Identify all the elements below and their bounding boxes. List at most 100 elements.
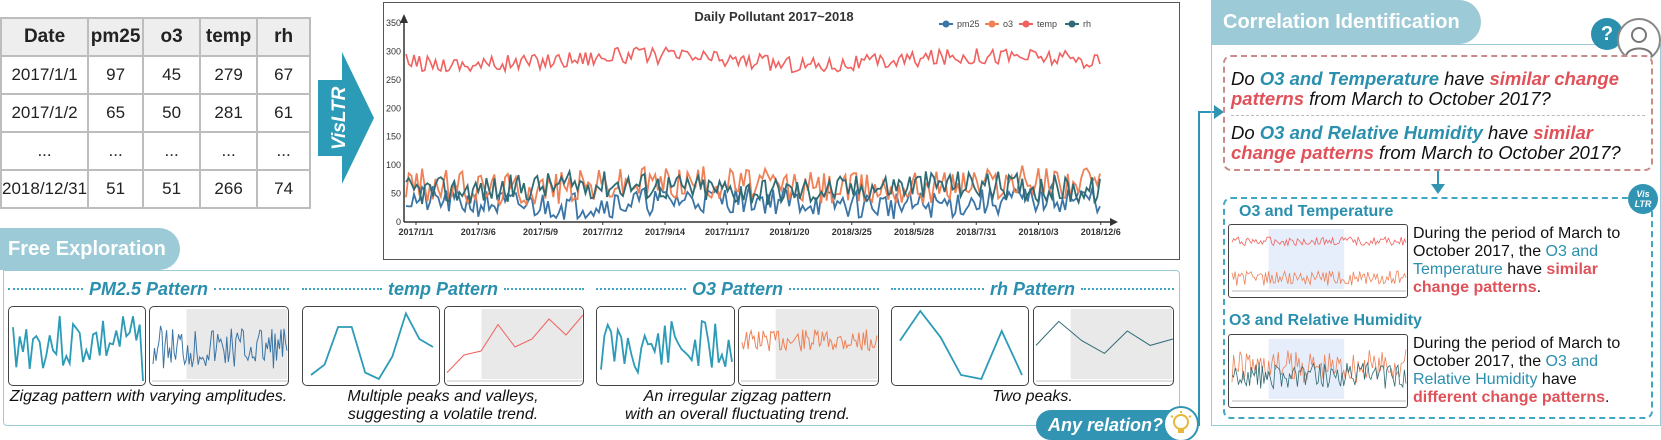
table-cell: 50 xyxy=(142,93,202,133)
pattern-thumb-chart[interactable] xyxy=(738,306,879,386)
series-group xyxy=(405,45,1101,221)
pattern-o3: O3 Pattern An irregular zigzag pattern wi… xyxy=(596,276,879,426)
visltr-badge: Vis LTR xyxy=(1628,184,1658,214)
pattern-pm25: PM2.5 Pattern Zigzag pattern with varyin… xyxy=(8,276,290,426)
table-cell: 67 xyxy=(256,55,312,95)
legend-swatch-dot xyxy=(988,20,996,28)
pattern-thumb-raw[interactable] xyxy=(8,306,146,386)
y-tick-label: 250 xyxy=(386,75,401,85)
legend-label: temp xyxy=(1037,19,1057,29)
answer-1-title: O3 and Temperature xyxy=(1239,203,1394,220)
table-cell: ... xyxy=(87,131,145,171)
legend-label: rh xyxy=(1083,19,1091,29)
pattern-desc: Zigzag pattern with varying amplitudes. xyxy=(9,388,288,405)
x-axis: 2017/1/1 2017/3/6 2017/5/9 2017/7/12 2017/9/… xyxy=(398,218,1121,237)
header-rh: rh xyxy=(256,17,312,57)
thumb-highlight xyxy=(186,309,288,379)
table-header-row: Date pm25 o3 temp rh xyxy=(0,17,312,57)
table-cell: 65 xyxy=(87,93,145,133)
table-cell: 51 xyxy=(142,169,202,209)
pattern-title: PM2.5 Pattern xyxy=(88,278,209,299)
thumb-line xyxy=(152,325,288,369)
question-box: Do O3 and Temperature have similar chang… xyxy=(1223,55,1653,171)
pattern-line xyxy=(899,309,1023,381)
pattern-desc: Multiple peaks and valleys, suggesting a … xyxy=(347,388,539,423)
table-cell: 266 xyxy=(199,169,259,209)
y-axis-arrow-icon xyxy=(400,14,408,23)
thumb-line xyxy=(12,315,144,382)
legend-label: o3 xyxy=(1003,19,1013,29)
table-cell: 74 xyxy=(256,169,312,209)
y-tick-label: 50 xyxy=(391,189,401,199)
x-tick-label: 2018/1/20 xyxy=(769,227,809,237)
main-chart: Daily Pollutant 2017~2018 0 50 100 150 200 25… xyxy=(383,2,1180,260)
connector-arrow-icon xyxy=(1214,105,1224,119)
free-exploration-tab[interactable]: Free Exploration xyxy=(0,228,180,270)
pattern-line xyxy=(152,309,288,382)
table-row: 2017/1/1 97 45 279 67 xyxy=(0,55,312,95)
x-tick-label: 2018/5/28 xyxy=(894,227,934,237)
series-line-temp xyxy=(405,45,1101,75)
x-tick-label: 2018/7/31 xyxy=(956,227,996,237)
table-cell: 2018/12/31 xyxy=(0,169,90,209)
answer-2-chart[interactable] xyxy=(1228,334,1408,408)
x-tick-label: 2017/11/17 xyxy=(705,227,750,237)
main-chart-svg: Daily Pollutant 2017~2018 0 50 100 150 200 25… xyxy=(386,9,1121,237)
pattern-thumb-chart[interactable] xyxy=(1033,306,1174,386)
pattern-title: O3 Pattern xyxy=(691,278,784,299)
connector-line xyxy=(1198,111,1220,113)
down-arrow-icon xyxy=(1431,184,1445,194)
table-cell: ... xyxy=(199,131,259,171)
thumb-highlight xyxy=(481,309,583,379)
series-line-rh xyxy=(405,168,1101,206)
y-axis: 0 50 100 150 200 250 300 350 xyxy=(386,14,408,227)
table-cell: ... xyxy=(256,131,312,171)
y-tick-label: 100 xyxy=(386,160,401,170)
x-tick-label: 2017/3/6 xyxy=(461,227,496,237)
y-tick-label: 0 xyxy=(396,217,401,227)
thumb-line xyxy=(446,314,583,373)
x-tick-label: 2017/9/14 xyxy=(645,227,685,237)
table-cell: 2017/1/1 xyxy=(0,55,90,95)
answer-2-title: O3 and Relative Humidity xyxy=(1229,312,1422,329)
pattern-line xyxy=(446,309,583,382)
x-tick-label: 2018/12/6 xyxy=(1081,227,1121,237)
answer-2-chart-svg xyxy=(1231,339,1407,402)
thumb-line xyxy=(310,311,434,381)
y-tick-label: 150 xyxy=(386,132,401,142)
pattern-thumb-chart[interactable] xyxy=(149,306,289,386)
legend-swatch-dot xyxy=(942,20,950,28)
table-cell: ... xyxy=(142,131,202,171)
connector-line xyxy=(1437,171,1439,186)
x-axis-arrow-icon xyxy=(1110,218,1118,226)
table-row: ... ... ... ... ... xyxy=(0,131,312,171)
pattern-title: rh Pattern xyxy=(989,278,1076,299)
question-2: Do O3 and Relative Humidity have similar… xyxy=(1231,122,1621,163)
correlation-tab[interactable]: Correlation Identification xyxy=(1211,0,1481,44)
legend-swatch-dot xyxy=(1068,20,1076,28)
table-cell: 45 xyxy=(142,55,202,95)
pattern-line xyxy=(1035,309,1173,382)
table-cell: 2017/1/2 xyxy=(0,93,90,133)
pattern-thumb-raw[interactable] xyxy=(891,306,1029,386)
thumb-line xyxy=(1035,320,1173,355)
answer-series-line xyxy=(1231,269,1407,286)
x-tick-label: 2017/5/9 xyxy=(523,227,558,237)
answer-1-chart[interactable] xyxy=(1228,224,1408,298)
table-cell: 97 xyxy=(87,55,145,95)
header-o3: o3 xyxy=(142,17,202,57)
pattern-line xyxy=(12,315,144,382)
thumb-line xyxy=(600,319,733,376)
table-cell: 51 xyxy=(87,169,145,209)
pattern-line xyxy=(741,309,878,382)
x-tick-label: 2017/1/1 xyxy=(398,227,433,237)
pattern-temp: temp Pattern Multiple peaks and valleys,… xyxy=(302,276,584,426)
question-divider xyxy=(1231,115,1645,116)
series-line-o3 xyxy=(405,165,1101,207)
pattern-thumb-raw[interactable] xyxy=(302,306,440,386)
legend-swatch-dot xyxy=(1022,20,1030,28)
pattern-thumb-chart[interactable] xyxy=(444,306,584,386)
x-tick-label: 2018/3/25 xyxy=(832,227,872,237)
thumb-line xyxy=(741,328,878,352)
pattern-thumb-raw[interactable] xyxy=(596,306,735,386)
